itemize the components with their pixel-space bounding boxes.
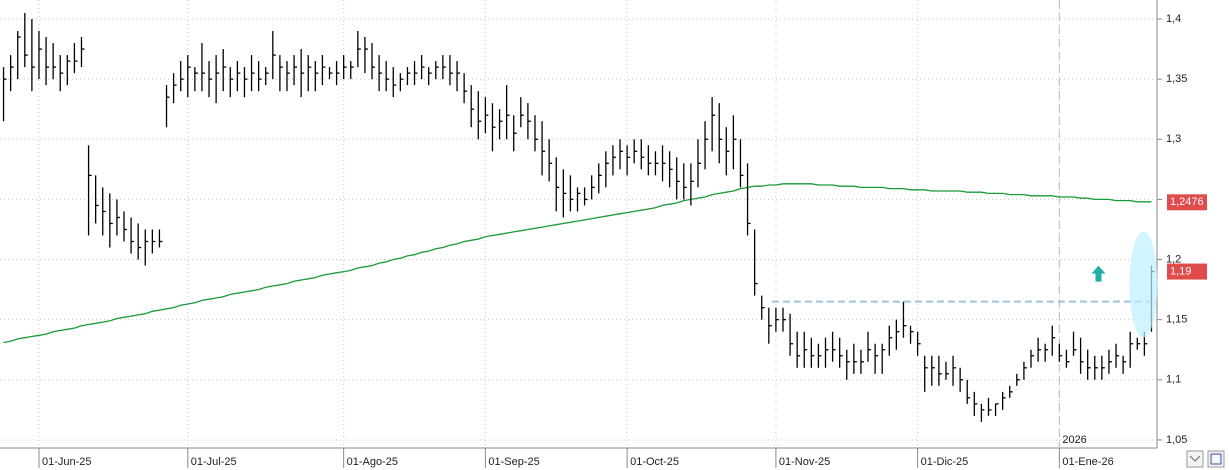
y-tick-label: 1,4 <box>1166 13 1181 25</box>
up-arrow <box>1091 265 1106 282</box>
highlight-ellipse <box>1129 231 1158 338</box>
y-tick-label: 1,15 <box>1166 314 1187 326</box>
y-tick-label: 1,35 <box>1166 73 1187 85</box>
y-tick-label: 1,05 <box>1166 434 1187 446</box>
save-button[interactable] <box>1207 450 1225 468</box>
zoom-button[interactable] <box>1186 450 1204 468</box>
price-label-box <box>1167 194 1207 211</box>
x-tick-label: 01-Ago-25 <box>347 456 398 468</box>
x-tick-label: 01-Sep-25 <box>488 456 539 468</box>
price-label-box <box>1167 263 1207 280</box>
x-tick-label: 01-Oct-25 <box>630 456 679 468</box>
x-tick-label: 01-Nov-25 <box>779 456 830 468</box>
zoom-icon <box>1189 455 1201 462</box>
plot-area: 1,051,11,151,21,251,31,351,401-Jun-2501-… <box>0 0 1187 468</box>
save-icon <box>1210 453 1222 465</box>
y-tick-label: 1,2 <box>1166 253 1181 265</box>
x-tick-label: 01-Dic-25 <box>921 456 969 468</box>
y-tick-label: 1,3 <box>1166 133 1181 145</box>
y-tick-label: 1,1 <box>1166 374 1181 386</box>
x-tick-label: 01-Jun-25 <box>42 456 92 468</box>
x-tick-label: 01-Ene-26 <box>1062 456 1113 468</box>
x-tick-label: 01-Jul-25 <box>191 456 237 468</box>
year-label: 2026 <box>1062 434 1086 446</box>
price-label: 1,2476 <box>1170 196 1204 208</box>
moving-average-line <box>3 183 1152 344</box>
price-label: 1,19 <box>1170 265 1191 277</box>
